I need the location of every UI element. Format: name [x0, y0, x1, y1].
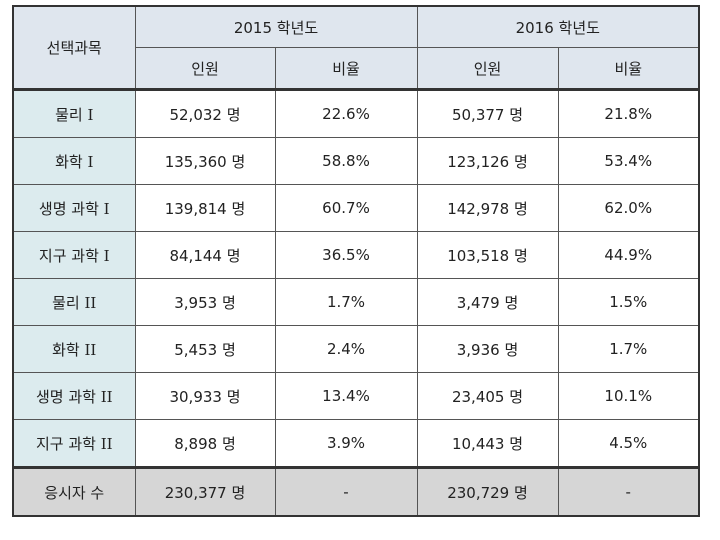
ratio-2016-cell: 1.5%	[557, 278, 700, 326]
ratio-2015-cell: 3.9%	[274, 419, 418, 468]
count-2016-cell: 103,518 명	[416, 231, 559, 279]
total-label-cell: 응시자 수	[12, 466, 136, 517]
subject-cell: 지구 과학 I	[12, 231, 136, 279]
ratio-2015-cell: 58.8%	[274, 137, 418, 185]
ratio-2015-cell: 60.7%	[274, 184, 418, 232]
count-2016-cell: 23,405 명	[416, 372, 559, 420]
ratio-2015-cell: 2.4%	[274, 325, 418, 373]
table-row: 생명 과학 I 139,814 명 60.7% 142,978 명 62.0%	[12, 184, 700, 232]
count-2015-cell: 139,814 명	[134, 184, 276, 232]
table-container: 선택과목 2015 학년도 2016 학년도 인원 비율 인원 비율 물리 I …	[12, 5, 700, 517]
year-2015-header: 2015 학년도	[134, 5, 418, 48]
table-row: 물리 II 3,953 명 1.7% 3,479 명 1.5%	[12, 278, 700, 326]
table-row: 생명 과학 II 30,933 명 13.4% 23,405 명 10.1%	[12, 372, 700, 420]
count-2015-cell: 5,453 명	[134, 325, 276, 373]
count-2015-cell: 84,144 명	[134, 231, 276, 279]
ratio-2015-cell: 36.5%	[274, 231, 418, 279]
subject-cell: 생명 과학 I	[12, 184, 136, 232]
total-row: 응시자 수 230,377 명 - 230,729 명 -	[12, 466, 700, 517]
header-row-columns: 인원 비율 인원 비율	[13, 47, 700, 91]
table-row: 화학 II 5,453 명 2.4% 3,936 명 1.7%	[12, 325, 700, 373]
count-2016-cell: 3,936 명	[416, 325, 559, 373]
ratio-2015-header: 비율	[274, 47, 418, 91]
ratio-2016-cell: 4.5%	[557, 419, 700, 468]
count-2015-cell: 30,933 명	[134, 372, 276, 420]
count-2015-cell: 8,898 명	[134, 419, 276, 468]
year-2016-header: 2016 학년도	[416, 5, 700, 48]
count-2015-cell: 135,360 명	[134, 137, 276, 185]
header-row-years: 선택과목 2015 학년도 2016 학년도	[12, 5, 700, 91]
count-2015-header: 인원	[134, 47, 276, 91]
ratio-2016-cell: 62.0%	[557, 184, 700, 232]
table-row: 지구 과학 I 84,144 명 36.5% 103,518 명 44.9%	[12, 231, 700, 279]
ratio-2016-header: 비율	[557, 47, 700, 91]
ratio-2016-cell: 53.4%	[557, 137, 700, 185]
ratio-2016-cell: 44.9%	[557, 231, 700, 279]
ratio-2016-cell: 1.7%	[557, 325, 700, 373]
ratio-2015-cell: 1.7%	[274, 278, 418, 326]
table-row: 화학 I 135,360 명 58.8% 123,126 명 53.4%	[12, 137, 700, 185]
ratio-2015-cell: 13.4%	[274, 372, 418, 420]
subject-cell: 물리 II	[12, 278, 136, 326]
subject-cell: 물리 I	[12, 89, 136, 138]
count-2015-cell: 52,032 명	[134, 89, 276, 138]
subject-cell: 생명 과학 II	[12, 372, 136, 420]
ratio-2016-cell: 10.1%	[557, 372, 700, 420]
count-2016-header: 인원	[416, 47, 559, 91]
subject-cell: 지구 과학 II	[12, 419, 136, 468]
table-row: 지구 과학 II 8,898 명 3.9% 10,443 명 4.5%	[12, 419, 700, 468]
subject-header: 선택과목	[12, 5, 136, 91]
ratio-2016-cell: 21.8%	[557, 89, 700, 138]
count-2016-cell: 10,443 명	[416, 419, 559, 468]
total-ratio-2015-cell: -	[274, 466, 418, 517]
enrollment-table: 선택과목 2015 학년도 2016 학년도 인원 비율 인원 비율 물리 I …	[12, 5, 700, 517]
subject-cell: 화학 I	[12, 137, 136, 185]
count-2016-cell: 3,479 명	[416, 278, 559, 326]
ratio-2015-cell: 22.6%	[274, 89, 418, 138]
table-row: 물리 I 52,032 명 22.6% 50,377 명 21.8%	[12, 89, 700, 138]
total-count-2015-cell: 230,377 명	[134, 466, 276, 517]
subject-cell: 화학 II	[12, 325, 136, 373]
count-2015-cell: 3,953 명	[134, 278, 276, 326]
count-2016-cell: 50,377 명	[416, 89, 559, 138]
total-ratio-2016-cell: -	[557, 466, 700, 517]
total-count-2016-cell: 230,729 명	[416, 466, 559, 517]
count-2016-cell: 123,126 명	[416, 137, 559, 185]
count-2016-cell: 142,978 명	[416, 184, 559, 232]
